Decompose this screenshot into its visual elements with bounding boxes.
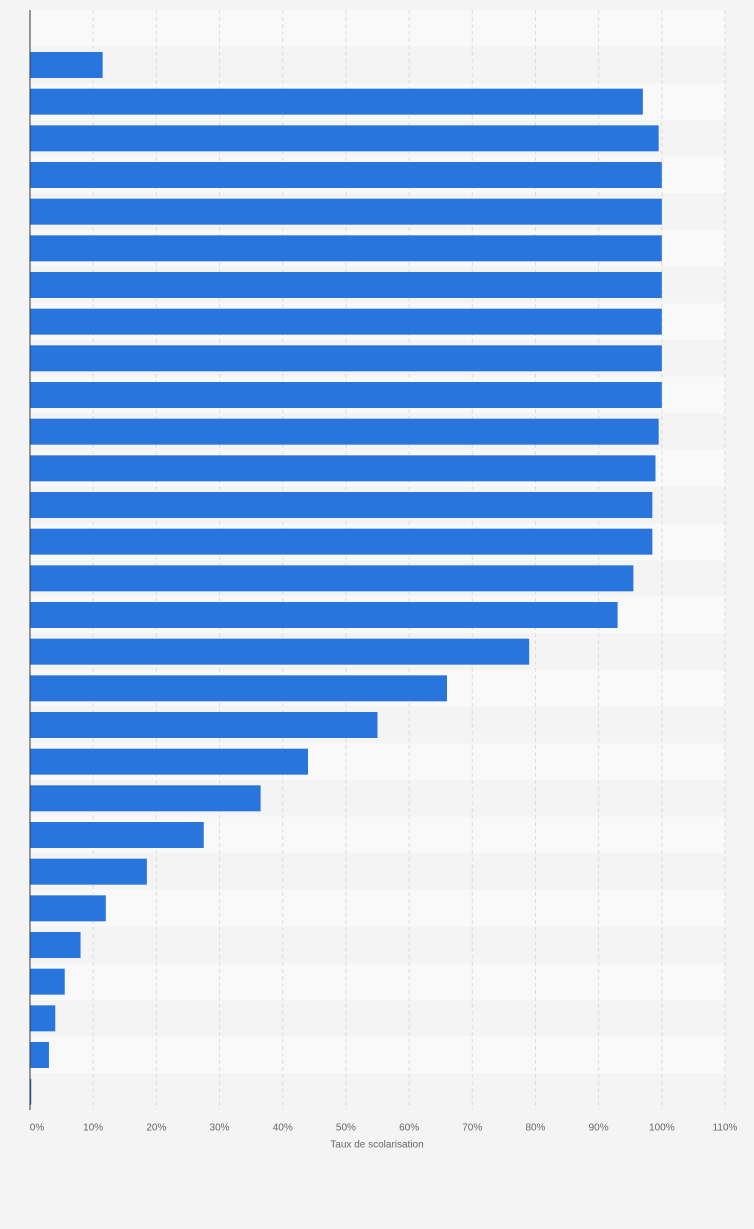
bar [30,198,662,225]
bar [30,565,634,592]
x-tick-label: 30% [210,1123,230,1134]
x-tick-label: 80% [525,1123,545,1134]
bar [30,968,65,995]
x-tick-label: 110% [713,1123,738,1134]
x-tick-label: 20% [146,1123,166,1134]
x-tick-label: 50% [336,1123,356,1134]
row-band [30,1073,725,1110]
bar [30,822,204,848]
row-band [30,890,725,927]
bar [30,748,308,775]
bar [30,895,106,922]
bar [30,418,659,445]
bar [30,1078,32,1105]
bar [30,858,147,885]
bar [30,932,81,958]
bar [30,492,653,518]
bar [30,125,659,152]
row-band [30,46,725,84]
bar [30,345,662,372]
bar [30,272,662,298]
row-band [30,10,725,47]
x-tick-label: 10% [83,1123,103,1134]
bar [30,785,261,812]
x-axis-label: Taux de scolarisation [330,1140,423,1151]
x-tick-label: 90% [589,1123,609,1134]
bar [30,235,662,262]
x-tick-label: 70% [462,1123,482,1134]
bar [30,528,653,555]
bar [30,712,378,738]
row-band [30,963,725,1000]
bar [30,88,643,115]
bar [30,1042,49,1068]
bar [30,162,662,188]
bar [30,52,103,78]
row-band [30,926,725,964]
row-band [30,1000,725,1037]
bar [30,1005,56,1032]
row-band [30,1036,725,1074]
x-tick-label: 60% [399,1123,419,1134]
bar [30,455,656,482]
bar [30,602,618,628]
x-tick-label: 40% [273,1123,293,1134]
x-tick-label: 0% [30,1123,45,1134]
bar [30,638,530,665]
x-tick-label: 100% [649,1123,675,1134]
bar [30,382,662,408]
bar [30,308,662,335]
bar [30,675,447,702]
